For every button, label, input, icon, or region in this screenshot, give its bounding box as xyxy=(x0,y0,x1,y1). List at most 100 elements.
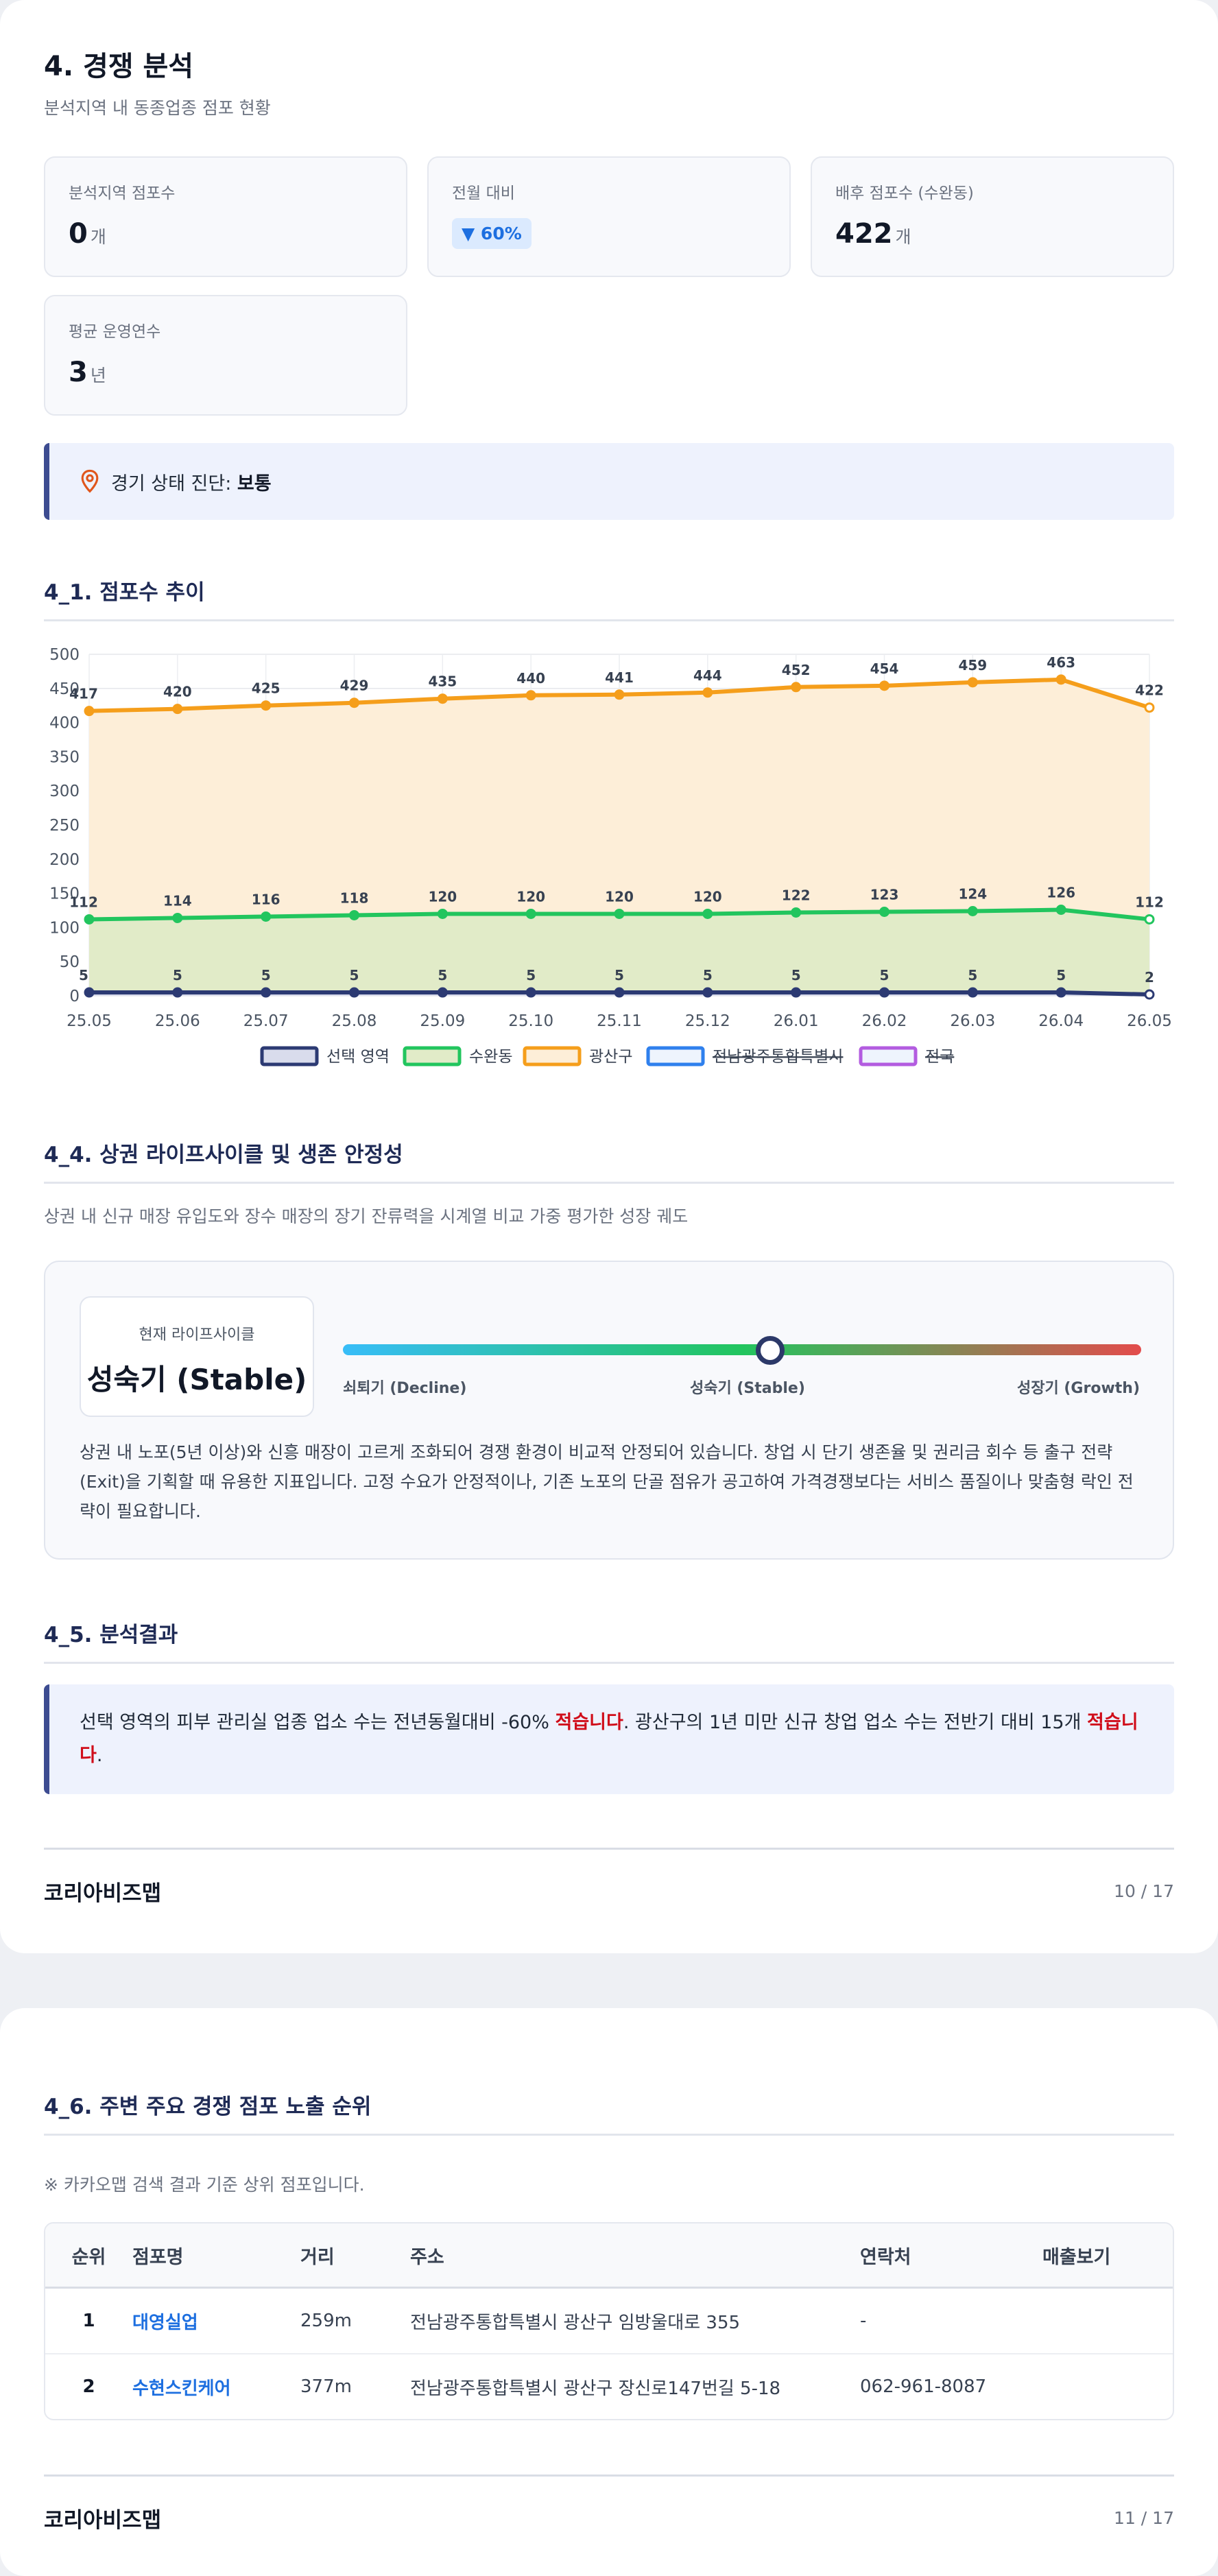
series-area xyxy=(89,909,1149,996)
lifecycle-gauge-marker xyxy=(756,1336,785,1365)
header-phone: 연락처 xyxy=(860,2223,1042,2289)
data-point xyxy=(1055,987,1066,998)
y-tick-label: 350 xyxy=(49,748,80,766)
x-tick-label: 26.02 xyxy=(862,1012,907,1030)
stat-card-month-change: 전월 대비 ▼ 60% xyxy=(427,156,791,277)
data-label: 118 xyxy=(340,890,369,906)
cell-address: 전남광주통합특별시 광산구 임방울대로 355 xyxy=(410,2287,860,2354)
cell-distance: 259m xyxy=(300,2287,410,2354)
data-label: 5 xyxy=(261,967,271,983)
data-point xyxy=(172,704,183,715)
cell-sales[interactable] xyxy=(1042,2287,1173,2354)
lifecycle-card-label: 현재 라이프사이클 xyxy=(139,1326,255,1344)
footer-page-number: 11 / 17 xyxy=(1114,2507,1174,2528)
lifecycle-current-card: 현재 라이프사이클 성숙기 (Stable) xyxy=(80,1296,314,1417)
legend-label: 광산구 xyxy=(589,1048,632,1066)
legend-label: 선택 영역 xyxy=(326,1048,390,1066)
data-label: 5 xyxy=(968,967,977,983)
y-tick-label: 250 xyxy=(49,817,80,835)
cell-phone: - xyxy=(860,2287,1042,2354)
data-point xyxy=(702,908,713,919)
y-tick-label: 500 xyxy=(49,646,80,664)
store-name-link[interactable]: 수현스킨케어 xyxy=(132,2378,231,2399)
stat-card-background-stores: 배후 점포수 (수완동) 422 개 xyxy=(811,156,1174,277)
x-tick-label: 26.04 xyxy=(1038,1012,1084,1030)
cell-phone: 062-961-8087 xyxy=(860,2376,987,2397)
data-label: 452 xyxy=(782,662,811,678)
data-point xyxy=(349,909,359,920)
header-address: 주소 xyxy=(410,2223,860,2289)
stat-value: 422 개 xyxy=(835,218,911,250)
data-point xyxy=(261,911,272,922)
legend-swatch xyxy=(523,1046,582,1066)
header-sales: 매출보기 xyxy=(1042,2223,1173,2289)
y-tick-label: 450 xyxy=(49,680,80,698)
legend-swatch xyxy=(260,1046,319,1066)
data-point xyxy=(879,906,889,917)
table-row: 2 수현스킨케어 377m 전남광주통합특별시 광산구 장신로147번길 5-1… xyxy=(45,2354,1173,2419)
data-point xyxy=(261,700,272,711)
data-point xyxy=(1055,905,1066,916)
store-name-link[interactable]: 대영실업 xyxy=(132,2287,300,2354)
data-point xyxy=(437,693,448,704)
data-point xyxy=(172,912,183,923)
stat-label: 배후 점포수 (수완동) xyxy=(835,184,974,202)
cell-sales[interactable] xyxy=(1042,2354,1173,2419)
x-tick-label: 25.11 xyxy=(597,1012,642,1030)
data-point xyxy=(1144,914,1155,925)
data-label: 422 xyxy=(1135,682,1164,699)
data-label: 429 xyxy=(340,678,369,694)
y-tick-label: 100 xyxy=(49,919,80,937)
data-label: 5 xyxy=(526,967,536,983)
data-label: 425 xyxy=(252,680,280,697)
data-point xyxy=(172,987,183,998)
y-tick-label: 50 xyxy=(60,953,80,971)
data-label: 124 xyxy=(958,885,987,902)
data-label: 5 xyxy=(703,967,713,983)
x-tick-label: 26.01 xyxy=(774,1012,819,1030)
lifecycle-label-stable: 성숙기 (Stable) xyxy=(690,1380,805,1397)
data-label: 120 xyxy=(693,888,722,905)
data-label: 420 xyxy=(163,684,192,700)
x-tick-label: 25.05 xyxy=(67,1012,112,1030)
section-title-trend: 4_1. 점포수 추이 xyxy=(44,575,1174,621)
data-label: 441 xyxy=(605,669,634,686)
data-point xyxy=(437,908,448,919)
analysis-result: 선택 영역의 피부 관리실 업종 업소 수는 전년동월대비 -60% 적습니다.… xyxy=(44,1684,1174,1794)
page-subtitle: 분석지역 내 동종업종 점포 현황 xyxy=(44,98,271,118)
section-desc-lifecycle: 상권 내 신규 매장 유입도와 장수 매장의 장기 잔류력을 시계열 비교 가중… xyxy=(44,1206,689,1226)
data-point xyxy=(84,914,95,925)
data-label: 5 xyxy=(791,967,801,983)
data-point xyxy=(349,987,359,998)
data-point xyxy=(791,682,802,693)
x-tick-label: 25.10 xyxy=(508,1012,553,1030)
data-point xyxy=(525,908,536,919)
header-store-name: 점포명 xyxy=(132,2223,300,2289)
legend-swatch xyxy=(403,1046,462,1066)
y-tick-label: 300 xyxy=(49,783,80,800)
data-label: 112 xyxy=(69,894,98,910)
data-label: 5 xyxy=(79,967,88,983)
data-point xyxy=(967,905,978,916)
map-pin-icon xyxy=(81,469,99,493)
cell-rank: 1 xyxy=(45,2287,132,2354)
data-point xyxy=(525,690,536,701)
x-tick-label: 25.08 xyxy=(332,1012,377,1030)
data-point xyxy=(84,987,95,998)
stat-label: 평균 운영연수 xyxy=(69,323,161,341)
x-tick-label: 26.03 xyxy=(950,1012,995,1030)
data-point xyxy=(1144,702,1155,713)
footer-brand: 코리아비즈맵 xyxy=(44,2507,162,2533)
y-tick-label: 150 xyxy=(49,885,80,903)
data-label: 5 xyxy=(438,967,447,983)
legend-swatch xyxy=(646,1046,705,1066)
data-label: 5 xyxy=(880,967,889,983)
stat-unit: 년 xyxy=(90,366,106,385)
data-point xyxy=(614,908,625,919)
data-label: 112 xyxy=(1135,894,1164,910)
legend-label: 수완동 xyxy=(469,1048,512,1066)
cell-rank: 2 xyxy=(82,2376,95,2397)
